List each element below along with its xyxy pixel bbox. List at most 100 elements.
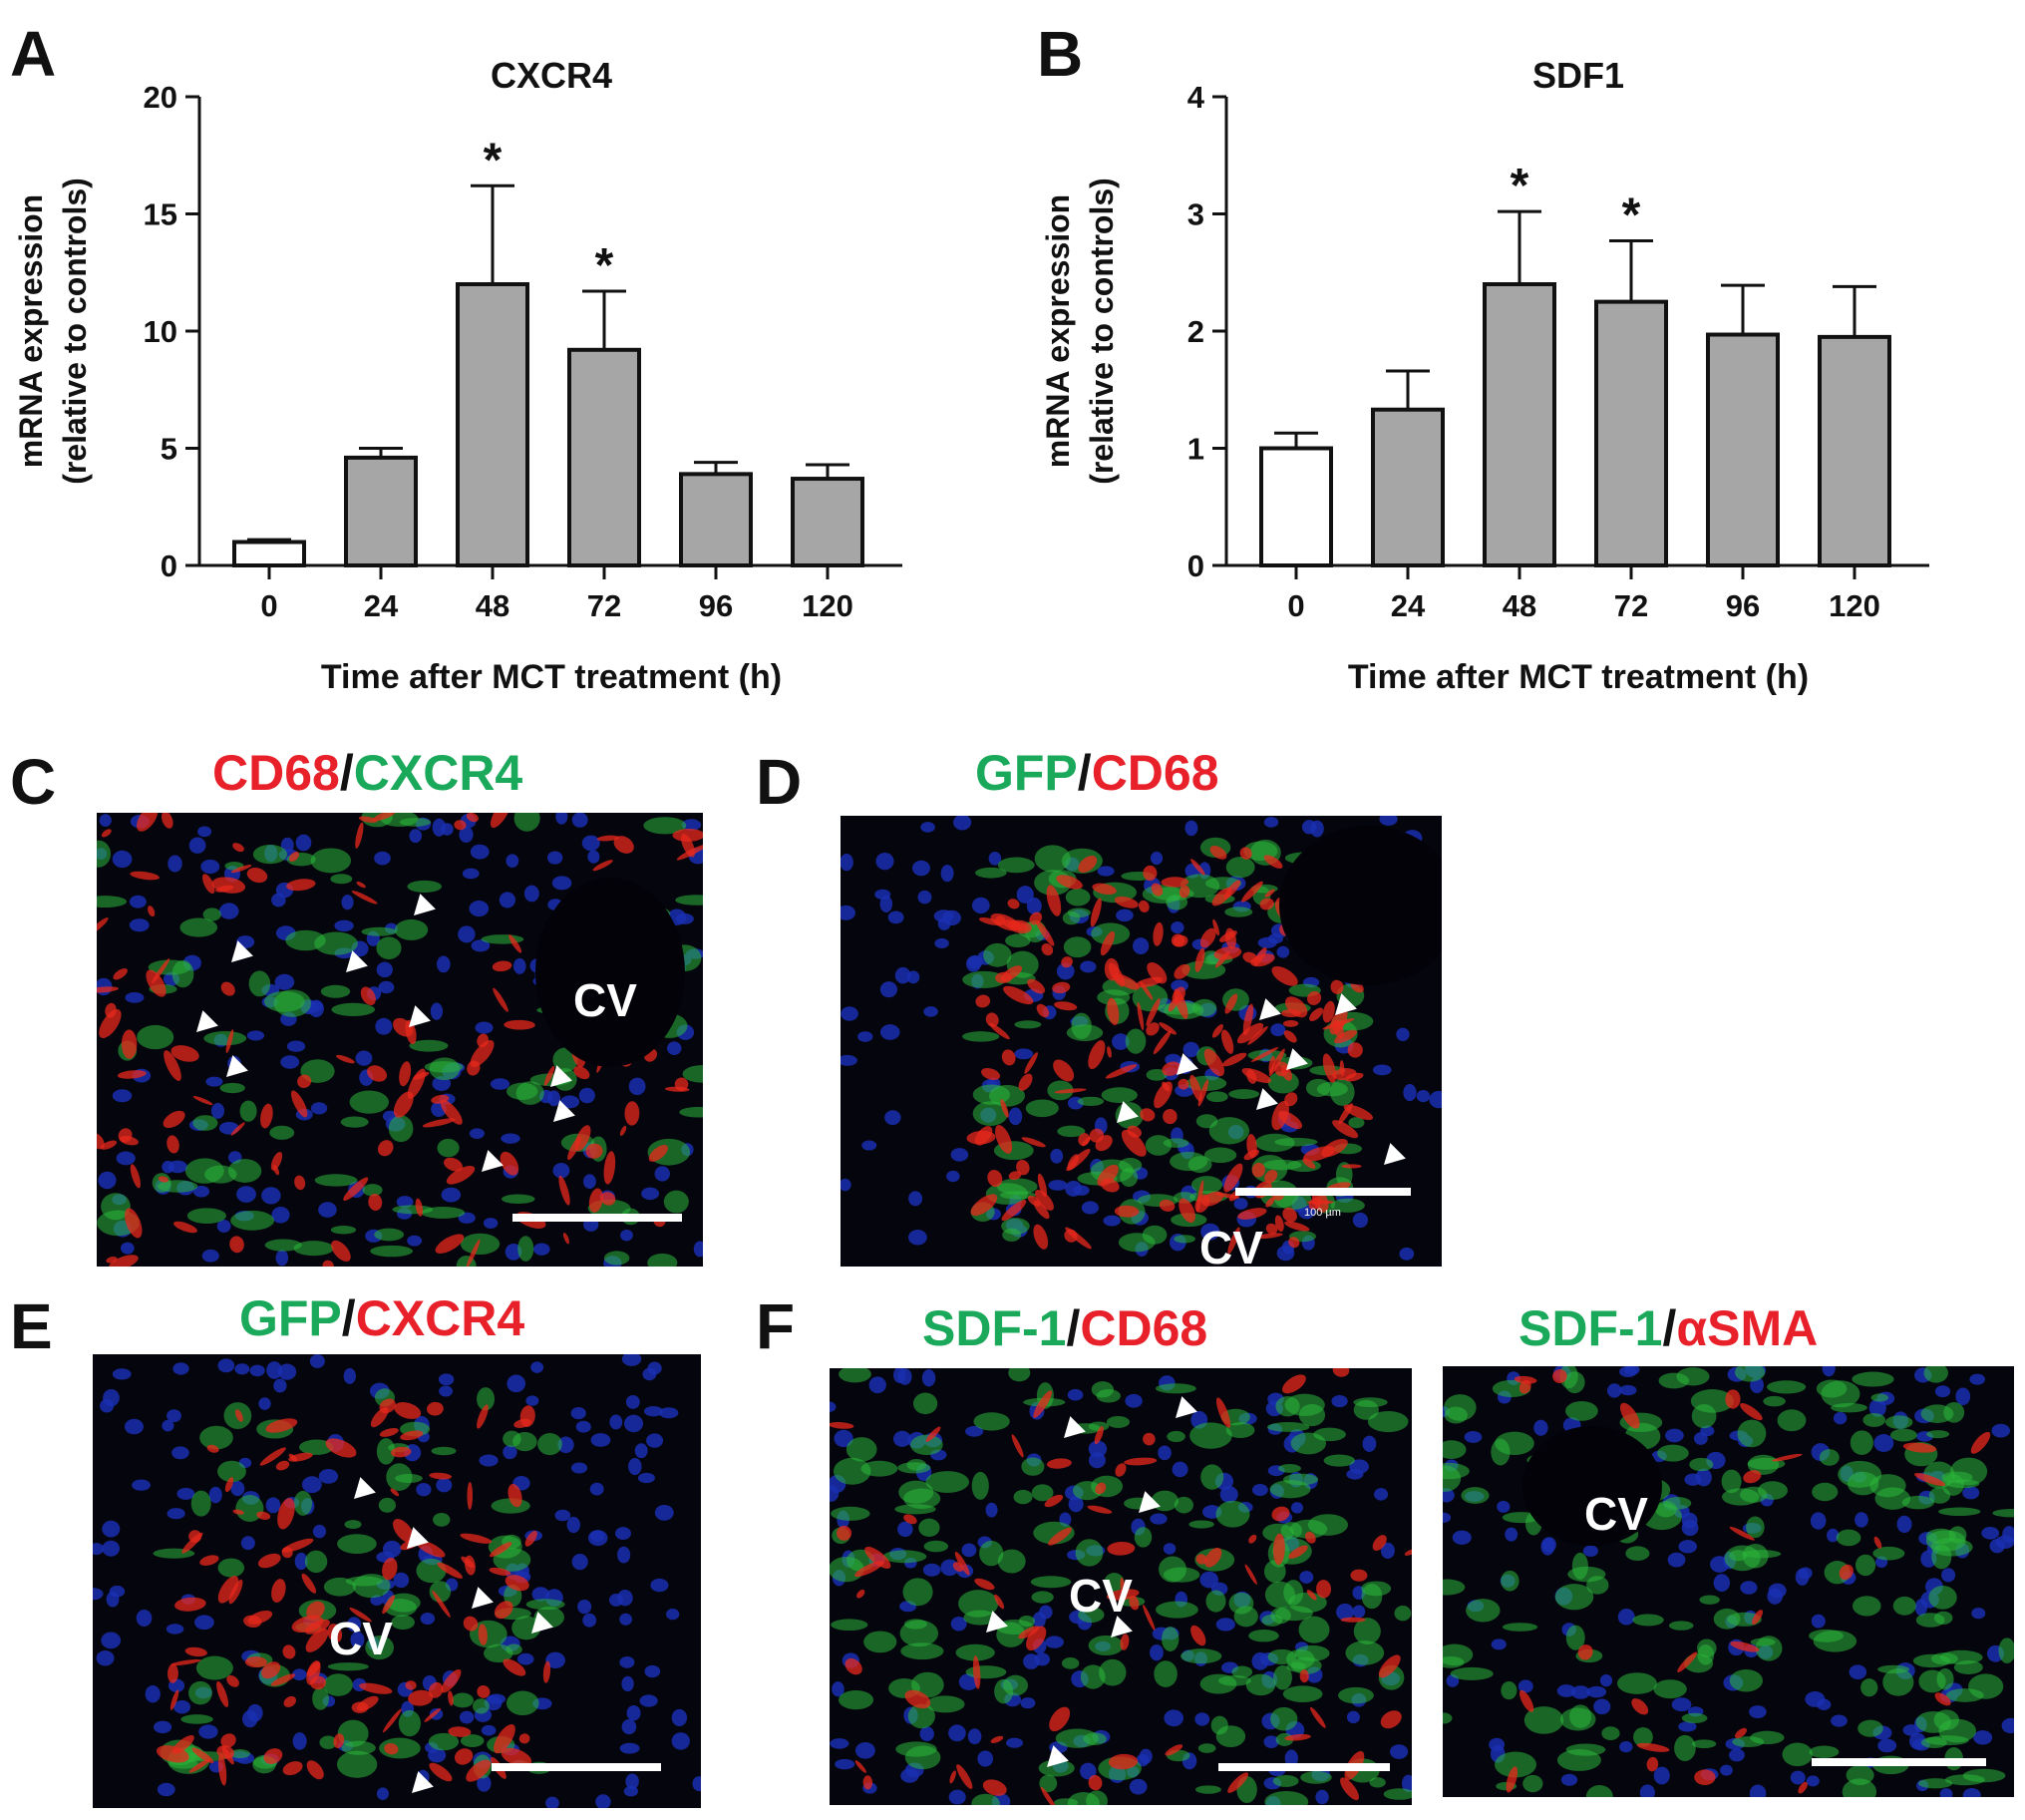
nucleus <box>835 1758 855 1770</box>
nucleus <box>376 961 393 978</box>
nucleus <box>1570 1685 1590 1699</box>
nucleus <box>430 1002 444 1020</box>
nucleus <box>129 895 147 909</box>
nucleus <box>1263 1735 1279 1748</box>
nucleus <box>194 1615 214 1631</box>
red-signal <box>1332 1068 1357 1081</box>
green-signal <box>1443 1643 1474 1666</box>
y-tick-label: 20 <box>144 80 177 115</box>
nucleus <box>516 1652 534 1665</box>
nucleus <box>619 1656 635 1668</box>
green-signal <box>907 1703 935 1729</box>
x-tick-label: 120 <box>1829 588 1880 623</box>
green-signal <box>1298 1616 1330 1643</box>
y-tick-label: 0 <box>161 548 177 583</box>
nucleus <box>200 859 220 875</box>
nucleus <box>301 1476 322 1494</box>
red-signal <box>1251 1162 1265 1178</box>
green-signal <box>925 1471 970 1494</box>
central-vein-label: CV <box>573 974 637 1026</box>
nucleus <box>908 1230 927 1246</box>
red-signal <box>1211 1023 1223 1038</box>
nucleus <box>1171 921 1184 934</box>
red-signal <box>1143 865 1158 882</box>
nucleus <box>923 1006 938 1017</box>
red-signal <box>1203 1048 1224 1077</box>
nucleus <box>626 1705 641 1721</box>
red-signal <box>500 1151 519 1176</box>
red-signal <box>1281 1008 1301 1018</box>
nucleus <box>102 1540 120 1557</box>
green-signal <box>376 1438 396 1465</box>
nucleus <box>236 1186 256 1203</box>
red-signal <box>987 1170 1003 1188</box>
micrograph-d: CV 100 µm <box>841 816 1442 1267</box>
nucleus <box>590 1530 604 1542</box>
green-signal <box>293 1241 334 1257</box>
red-signal <box>158 1176 169 1183</box>
title-marker-cd68: CD68 <box>1080 1300 1208 1356</box>
nucleus <box>479 1454 499 1467</box>
nucleus <box>1806 1775 1820 1787</box>
green-signal <box>473 1698 490 1714</box>
red-signal <box>1282 1374 1306 1394</box>
nucleus <box>271 893 286 908</box>
green-signal <box>217 1558 245 1578</box>
green-signal <box>1266 1422 1310 1432</box>
nucleus <box>286 1040 306 1052</box>
red-signal <box>1143 1604 1156 1632</box>
nucleus <box>1962 1788 1981 1797</box>
bar <box>1594 299 1668 567</box>
red-signal <box>1179 1198 1195 1223</box>
red-signal <box>282 1761 303 1776</box>
green-signal <box>217 1460 246 1483</box>
nucleus <box>1403 1083 1417 1102</box>
green-signal <box>1732 1736 1765 1748</box>
red-signal <box>990 1735 1004 1743</box>
title-separator: / <box>1077 745 1092 801</box>
red-signal <box>1163 1109 1178 1125</box>
green-signal <box>263 990 305 1012</box>
red-signal <box>1154 1081 1173 1109</box>
green-signal <box>1055 1728 1100 1748</box>
red-signal <box>109 1255 139 1267</box>
red-signal <box>220 1733 236 1748</box>
red-signal <box>1033 1224 1049 1250</box>
green-signal <box>1945 1688 1984 1702</box>
red-signal <box>172 1221 197 1234</box>
green-signal <box>1502 1512 1540 1524</box>
red-signal <box>1236 1022 1264 1044</box>
green-signal <box>839 1689 874 1710</box>
red-signal <box>1036 919 1055 946</box>
nucleus <box>884 1110 901 1126</box>
green-signal <box>248 970 271 997</box>
red-signal <box>501 1747 532 1767</box>
nucleus <box>1653 1766 1670 1785</box>
nucleus <box>1556 1684 1576 1697</box>
green-signal <box>1002 1228 1022 1242</box>
red-signal <box>1730 1640 1760 1652</box>
nucleus <box>608 1593 623 1607</box>
nucleus <box>988 851 1002 866</box>
green-signal <box>1766 1380 1807 1394</box>
red-signal <box>1254 1233 1283 1240</box>
nucleus <box>861 1140 877 1151</box>
green-signal <box>1930 1652 1958 1665</box>
title-marker-gfp: GFP <box>239 1290 342 1346</box>
nucleus <box>893 1368 906 1383</box>
green-signal <box>1501 1680 1518 1700</box>
nucleus <box>637 1472 655 1484</box>
red-signal <box>390 1488 400 1497</box>
green-signal <box>1197 1743 1216 1753</box>
red-signal <box>1309 1007 1324 1022</box>
nucleus <box>692 1776 701 1792</box>
nucleus <box>1533 1419 1548 1436</box>
red-signal <box>461 1556 475 1569</box>
nucleus <box>523 885 539 903</box>
panel-letter-b: B <box>1037 18 1084 90</box>
green-signal <box>1189 1422 1232 1449</box>
nucleus <box>1678 1721 1697 1732</box>
red-signal <box>1054 1088 1087 1094</box>
green-signal <box>912 1392 938 1415</box>
green-signal <box>374 1228 405 1242</box>
